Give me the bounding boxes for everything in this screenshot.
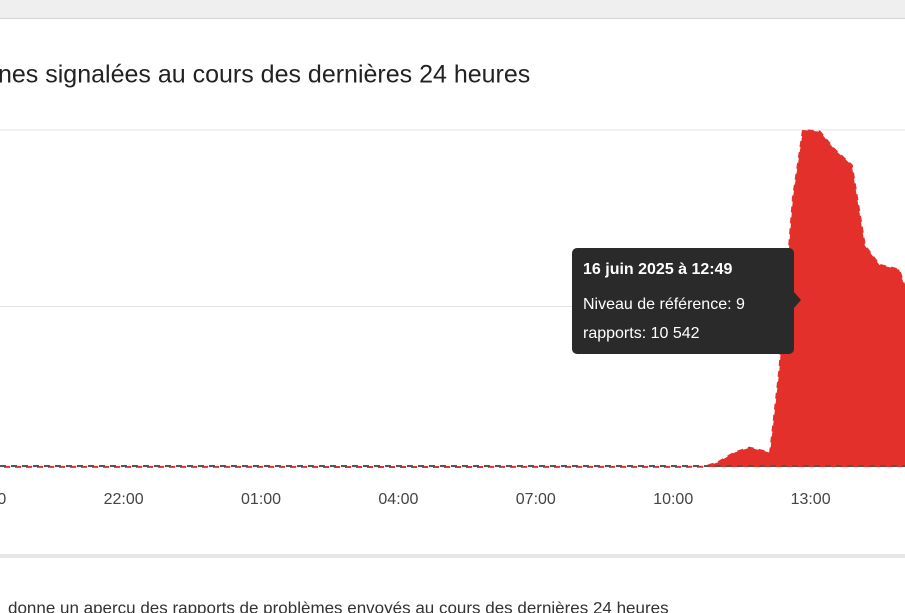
x-tick-label: 04:00 [378,491,418,508]
x-tick-label: 01:00 [241,491,281,508]
line [0,128,905,469]
x-tick-label: 22:00 [104,491,144,508]
tooltip: 16 juin 2025 à 12:49 Niveau de référence… [572,248,801,354]
footer-text: donne un aperçu des rapports de problème… [8,598,669,613]
chart-title: nes signalées au cours des dernières 24 … [0,61,530,89]
tooltip-line: Niveau de référence: 9 [583,296,745,313]
x-tick-label: 19:00 [0,491,6,508]
tooltip-box [572,248,794,354]
tooltip-arrow [794,292,801,308]
x-tick-label: 13:00 [791,491,831,508]
x-tick-label: 10:00 [653,491,693,508]
area [0,130,905,467]
card-bottom-border [0,554,905,558]
tooltip-line: rapports: 10 542 [583,325,700,342]
top-band [0,0,905,18]
plot: 19:00 22:00 01:00 04:00 07:00 10:00 13:00 [0,128,905,508]
x-tick-label: 07:00 [516,491,556,508]
tooltip-title: 16 juin 2025 à 12:49 [583,261,733,278]
